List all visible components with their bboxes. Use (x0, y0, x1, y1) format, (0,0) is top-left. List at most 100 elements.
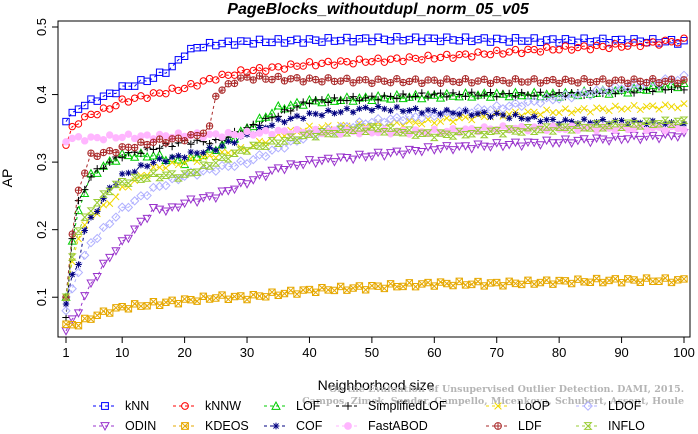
data-point (404, 145, 414, 155)
data-point (549, 116, 557, 123)
data-point (504, 91, 514, 101)
data-point (87, 149, 95, 157)
data-point (218, 291, 226, 299)
data-point (149, 297, 158, 306)
data-point (67, 284, 77, 294)
data-point (418, 120, 426, 128)
data-point (624, 42, 632, 50)
data-point (624, 121, 632, 128)
data-point (293, 290, 301, 298)
data-point (74, 322, 83, 330)
data-point (418, 280, 426, 288)
data-point (498, 129, 508, 138)
data-point (224, 128, 233, 137)
data-point (311, 125, 320, 134)
data-point (679, 116, 689, 124)
data-point (406, 107, 413, 114)
data-point (643, 79, 650, 86)
data-point (560, 123, 570, 131)
data-point (617, 278, 626, 287)
data-point (336, 153, 346, 163)
legend-item-cof: COF (264, 419, 323, 433)
data-point (431, 107, 438, 114)
data-point (542, 43, 551, 51)
data-point (287, 60, 295, 68)
data-point (199, 77, 208, 85)
data-point (379, 128, 389, 136)
legend-item-inflo: INFLO (576, 419, 645, 433)
legend-label: INFLO (608, 419, 645, 433)
data-point (674, 276, 682, 284)
data-point (267, 166, 277, 176)
data-point (349, 79, 357, 87)
data-point (505, 38, 513, 46)
data-point (635, 122, 645, 130)
data-point (468, 88, 476, 96)
data-point (281, 118, 288, 126)
data-point (411, 92, 420, 101)
data-point (387, 107, 394, 114)
plot-area (61, 33, 689, 336)
data-point (124, 179, 133, 187)
data-point (398, 150, 408, 160)
x-tick-label: 50 (365, 345, 379, 360)
data-point (148, 169, 158, 178)
series-line (65, 105, 685, 305)
series-line (65, 132, 685, 332)
data-point (543, 106, 551, 114)
data-point (536, 111, 544, 119)
data-point (298, 131, 308, 140)
data-point (554, 139, 564, 148)
data-point (568, 109, 576, 117)
data-point (61, 293, 71, 301)
data-point (162, 69, 170, 77)
data-point (74, 235, 83, 243)
data-point (461, 130, 470, 139)
data-point (599, 89, 607, 98)
data-point (530, 45, 538, 54)
data-point (499, 89, 507, 98)
legend-label: LDF (518, 419, 542, 433)
data-point (181, 159, 189, 167)
data-point (250, 76, 257, 84)
data-point (123, 202, 134, 213)
data-point (430, 119, 438, 127)
data-point (668, 119, 675, 126)
data-point (349, 60, 357, 68)
data-point (100, 149, 107, 156)
data-point (649, 277, 657, 286)
data-point (131, 168, 138, 176)
data-point (374, 103, 382, 110)
data-point (242, 159, 252, 169)
data-point (530, 75, 538, 83)
data-point (362, 104, 369, 111)
data-point (554, 94, 564, 104)
data-point (410, 112, 421, 122)
data-point (516, 101, 527, 112)
data-point (311, 96, 320, 104)
data-point (93, 97, 101, 105)
data-point (101, 402, 109, 410)
data-point (130, 225, 140, 235)
data-point (380, 284, 389, 293)
data-point (87, 173, 95, 181)
data-point (143, 163, 151, 170)
legend-label: kNN (125, 399, 149, 413)
data-point (654, 135, 664, 144)
data-point (443, 93, 451, 101)
data-point (143, 141, 151, 148)
data-point (499, 122, 507, 130)
data-point (305, 130, 314, 138)
y-tick-label: 0.3 (34, 153, 49, 171)
data-point (618, 105, 626, 113)
data-point (461, 75, 470, 83)
data-point (62, 138, 70, 146)
data-point (654, 83, 664, 93)
data-point (504, 140, 514, 150)
data-point (543, 77, 550, 84)
data-point (174, 161, 182, 169)
data-point (268, 114, 276, 122)
legend-item-knnw: kNNW (173, 399, 241, 413)
data-point (336, 125, 346, 134)
data-point (318, 38, 326, 46)
